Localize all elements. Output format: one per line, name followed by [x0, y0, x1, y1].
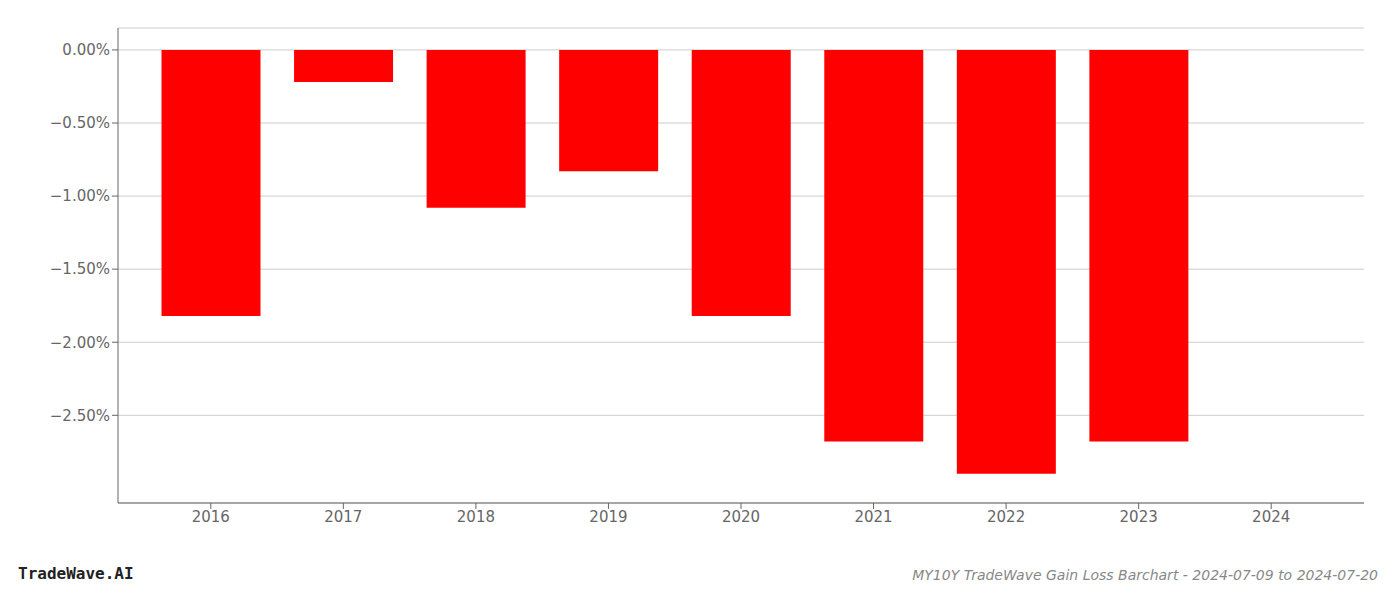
svg-text:2019: 2019	[589, 508, 627, 526]
svg-text:0.00%: 0.00%	[62, 41, 110, 59]
svg-text:−2.00%: −2.00%	[50, 334, 110, 352]
svg-text:2020: 2020	[722, 508, 760, 526]
svg-text:2021: 2021	[854, 508, 892, 526]
svg-text:2018: 2018	[457, 508, 495, 526]
svg-text:2022: 2022	[987, 508, 1025, 526]
html-text:MY10Y TradeWave Gain Loss Barc: MY10Y TradeWave Gain Loss Barchart - 202…	[912, 567, 1378, 583]
svg-text:−1.50%: −1.50%	[50, 260, 110, 278]
svg-text:2024: 2024	[1252, 508, 1290, 526]
svg-text:−1.00%: −1.00%	[50, 187, 110, 205]
svg-text:2017: 2017	[324, 508, 362, 526]
svg-text:2016: 2016	[192, 508, 230, 526]
svg-text:−2.50%: −2.50%	[50, 407, 110, 425]
html-text:TradeWave.AI: TradeWave.AI	[18, 564, 134, 583]
svg-text:2023: 2023	[1120, 508, 1158, 526]
svg-text:−0.50%: −0.50%	[50, 114, 110, 132]
